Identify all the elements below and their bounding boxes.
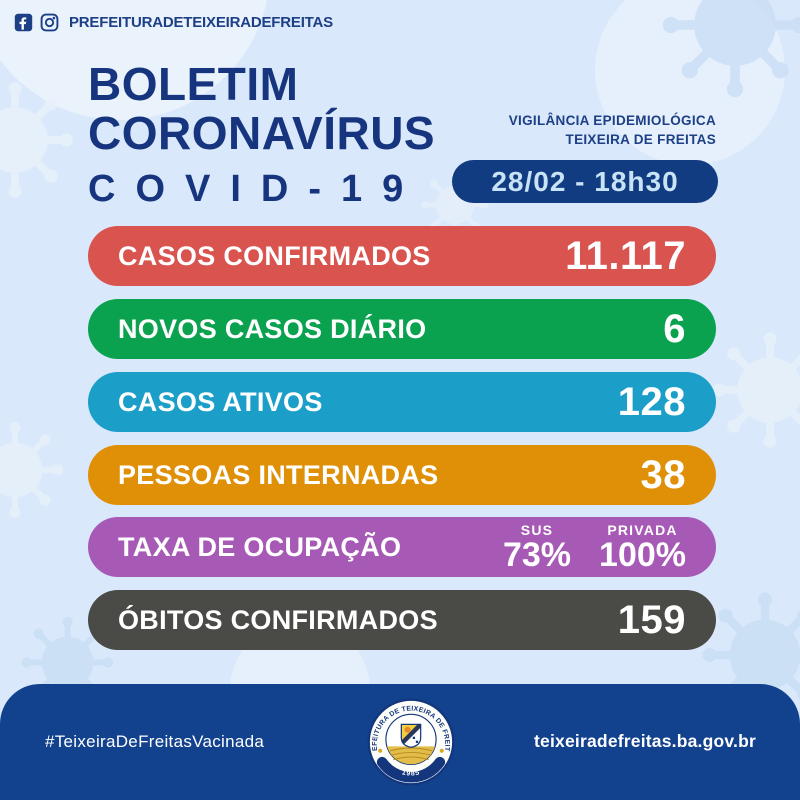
subtitle-line1: VIGILÂNCIA EPIDEMIOLÓGICA [508,113,716,128]
seal-year: 1985 [401,769,420,777]
vigilancia-subtitle: VIGILÂNCIA EPIDEMIOLÓGICA TEIXEIRA DE FR… [509,112,716,150]
stat-value: 159 [617,597,686,642]
vaccination-hashtag: #TeixeiraDeFreitasVacinada [45,732,265,751]
occupancy-sus: SUS 73% [503,523,571,572]
facebook-icon[interactable] [14,13,33,32]
stat-casos-confirmados: CASOS CONFIRMADOS 11.117 [88,226,716,286]
occupancy-groups: SUS 73% PRIVADA 100% [503,523,686,572]
instagram-icon[interactable] [40,13,59,32]
stat-obitos-confirmados: ÓBITOS CONFIRMADOS 159 [88,590,716,650]
occupancy-sus-label: SUS [520,521,554,538]
title-coronavirus: CORONAVÍRUS [88,107,436,159]
stat-pessoas-internadas: PESSOAS INTERNADAS 38 [88,445,716,505]
stat-value: 38 [640,452,686,497]
svg-text:1985: 1985 [401,769,421,777]
social-handle: PREFEITURADETEIXEIRADEFREITAS [69,14,333,31]
stat-taxa-ocupacao: TAXA DE OCUPAÇÃO SUS 73% PRIVADA 100% [88,517,716,577]
stat-novos-casos: NOVOS CASOS DIÁRIO 6 [88,299,716,359]
title-covid19: COVID-19 [88,168,424,210]
stat-label: CASOS ATIVOS [118,386,323,417]
stat-value: 128 [617,379,686,424]
title-boletim: BOLETIM [88,58,299,110]
subtitle-line2: TEIXEIRA DE FREITAS [565,131,716,147]
social-header: PREFEITURADETEIXEIRADEFREITAS [14,13,333,32]
title-block: BOLETIM CORONAVÍRUS COVID-19 [88,60,435,211]
stat-label: CASOS CONFIRMADOS [118,240,431,271]
stat-label: PESSOAS INTERNADAS [118,459,439,490]
stat-value: 6 [663,306,686,351]
date-badge: 28/02 - 18h30 [452,160,718,203]
city-seal-logo: PREFEITURA DE TEIXEIRA DE FREITAS [367,698,455,786]
website-link[interactable]: teixeiradefreitas.ba.gov.br [534,731,756,751]
stat-label: TAXA DE OCUPAÇÃO [118,531,402,562]
stat-casos-ativos: CASOS ATIVOS 128 [88,372,716,432]
stat-label: NOVOS CASOS DIÁRIO [118,313,427,344]
occupancy-privada-value: 100% [599,535,686,574]
occupancy-privada: PRIVADA 100% [599,523,686,572]
footer-bar: #TeixeiraDeFreitasVacinada PREFEITURA DE… [0,684,800,800]
stat-label: ÓBITOS CONFIRMADOS [118,604,438,635]
occupancy-sus-value: 73% [502,535,572,574]
stat-value: 11.117 [565,233,686,278]
occupancy-privada-label: PRIVADA [607,521,678,538]
